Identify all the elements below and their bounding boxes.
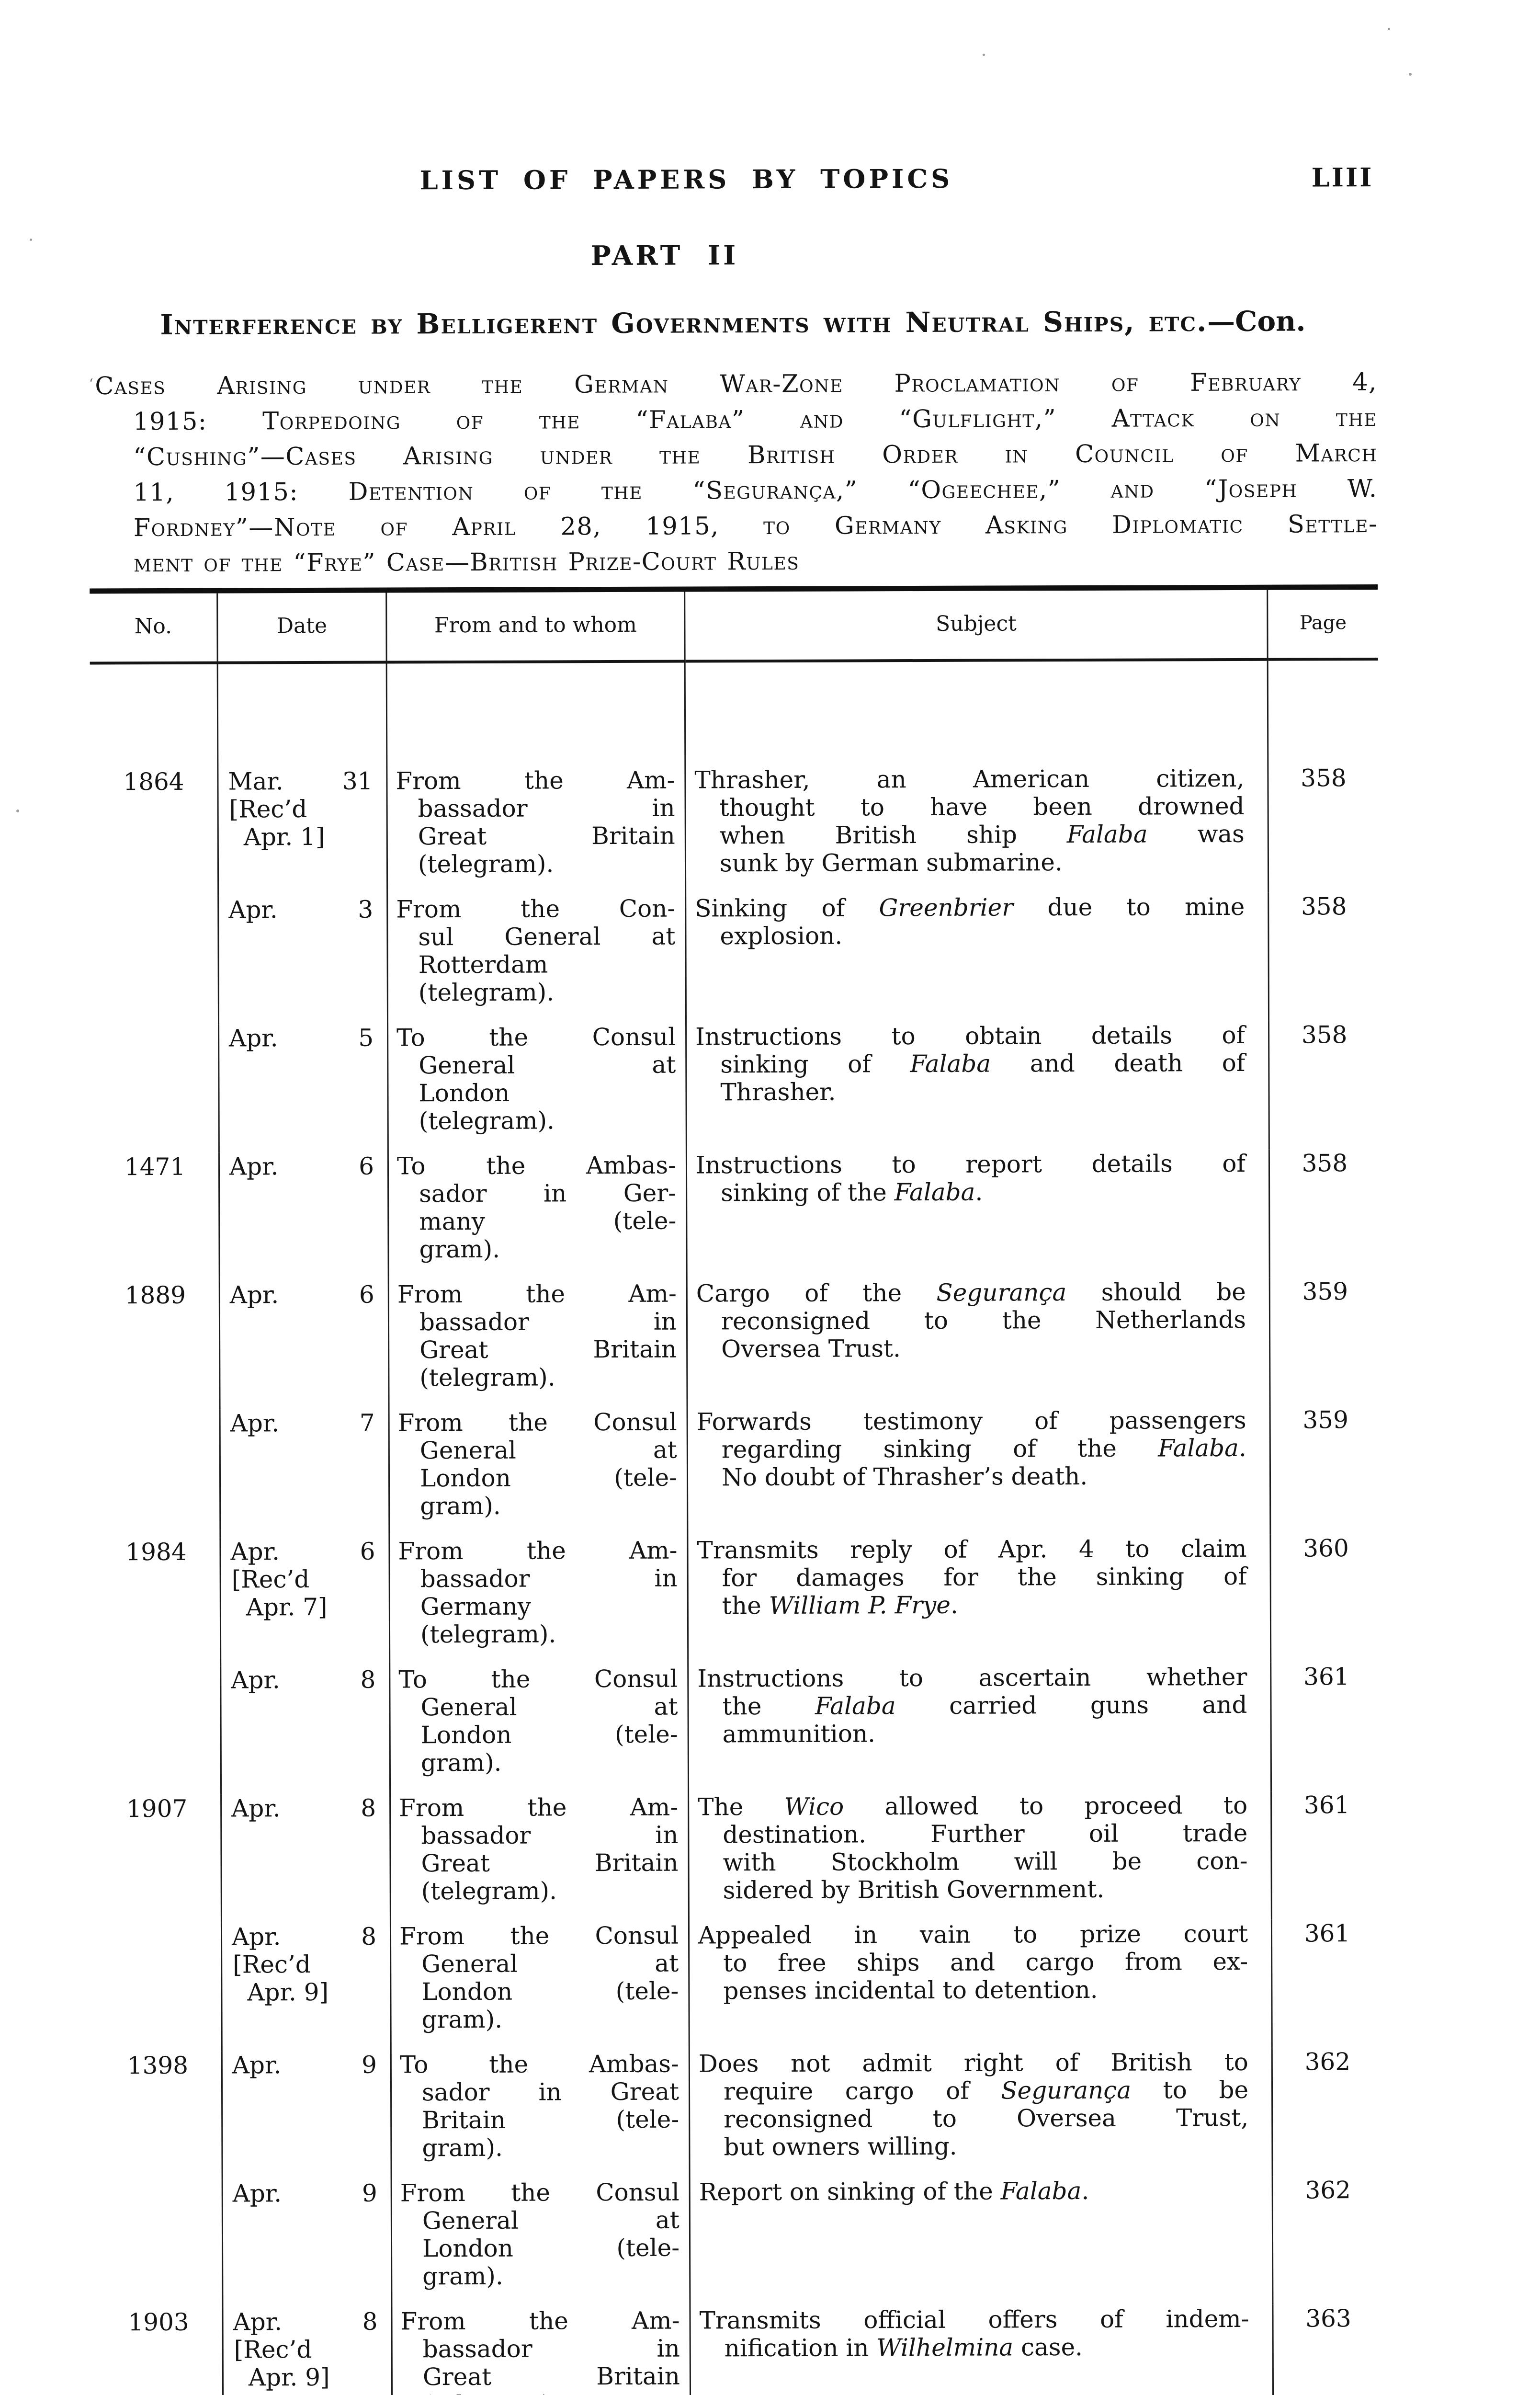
entry-subject: Cargo of the Segurança should be reconsig… bbox=[687, 1277, 1271, 1408]
scan-speck bbox=[983, 54, 985, 56]
entry-number: 1398 bbox=[94, 2051, 223, 2180]
entry-from: To the Consul General at London (tele-gram… bbox=[390, 1665, 690, 1794]
entry-date: Apr. 5 bbox=[219, 1024, 389, 1153]
topic-line: Fordney”—Note of April 28, 1915, to Germ… bbox=[133, 510, 1378, 542]
scan-speck bbox=[1409, 73, 1412, 76]
entry-page-number: 363 bbox=[1305, 2304, 1351, 2333]
scan-speck bbox=[30, 239, 32, 241]
entry-subject: Instructions to ascertain whether the Fal… bbox=[689, 1663, 1272, 1793]
entry-from: To the Consul General at London (telegram). bbox=[388, 1023, 687, 1152]
entry-number bbox=[92, 1409, 221, 1539]
entry-subject: Instructions to report details of sinking… bbox=[687, 1149, 1270, 1280]
entry-subject: Sinking of Greenbrier due to mine explosi… bbox=[686, 892, 1270, 1023]
entry-from: From the Consul General at London (tele-gr… bbox=[391, 1921, 690, 2051]
entry-number bbox=[91, 1024, 220, 1153]
entry-number: 1471 bbox=[91, 1152, 220, 1282]
entry-page-number: 358 bbox=[1302, 1149, 1348, 1177]
entry-date: Apr. 9 bbox=[223, 2179, 393, 2308]
topic-line: Cases Arising under the German War-Zone … bbox=[89, 362, 1377, 404]
entry-page-number: 359 bbox=[1302, 1405, 1348, 1434]
entry-date: Apr. 8 [Rec’d Apr. 9] bbox=[223, 2307, 393, 2395]
entry-page-number: 361 bbox=[1304, 1919, 1350, 1948]
topic-line: ment of the “Frye” Case—British Prize-Co… bbox=[133, 547, 800, 578]
column-header-no: No. bbox=[90, 593, 218, 665]
entry-from: From the Con-sul General at Rotterdam (tel… bbox=[388, 894, 687, 1024]
entry-date: Apr. 8 bbox=[221, 1665, 391, 1795]
entry-number bbox=[93, 1923, 223, 2052]
entry-date: Apr. 3 bbox=[219, 895, 389, 1025]
entry-page-number: 358 bbox=[1301, 892, 1347, 921]
entry-from: From the Am-bassador in Germany (telegram)… bbox=[390, 1536, 689, 1666]
entry-subject: Forwards testimony of passengers regardin… bbox=[688, 1406, 1271, 1537]
topic-line: 1915: Torpedoing of the “Falaba” and “Gu… bbox=[133, 403, 1378, 436]
entry-subject: Transmits official offers of indem-nific… bbox=[691, 2304, 1274, 2395]
entry-subject: Report on sinking of the Falaba. bbox=[690, 2176, 1274, 2307]
entry-date: Apr. 8 [Rec’d Apr. 9] bbox=[222, 1922, 392, 2052]
entry-page-number: 358 bbox=[1301, 764, 1347, 792]
topic-line: 11, 1915: Detention of the “Segurança,” … bbox=[133, 474, 1378, 507]
topic-line: “Cushing”—Cases Arising under the Britis… bbox=[133, 439, 1378, 471]
entry-number: 1889 bbox=[91, 1281, 221, 1410]
page-title: LIST OF PAPERS BY TOPICS bbox=[419, 163, 953, 196]
entry-number: 1984 bbox=[92, 1538, 222, 1667]
entry-subject: The Wico allowed to proceed to destinatio… bbox=[689, 1791, 1272, 1922]
column-header-date: Date bbox=[218, 593, 387, 664]
entry-number: 1903 bbox=[95, 2308, 224, 2395]
entry-date: Apr. 8 bbox=[222, 1794, 391, 1923]
folio-number: LIII bbox=[1311, 162, 1374, 193]
entry-date: Apr. 6 bbox=[219, 1152, 389, 1281]
topic-paragraph: Cases Arising under the German War-Zone … bbox=[89, 362, 1378, 582]
entry-date: Apr. 6 bbox=[220, 1280, 390, 1410]
entry-date: Mar. 31 [Rec’d Apr. 1] bbox=[218, 663, 388, 896]
entry-from: To the Ambas-sador in Ger-many (tele-gra… bbox=[388, 1151, 688, 1281]
section-heading: Interference by Belligerent Governments … bbox=[89, 305, 1377, 341]
entry-subject: Does not admit right of British to requir… bbox=[690, 2048, 1273, 2178]
entry-date: Apr. 7 bbox=[220, 1409, 390, 1538]
entry-number: 1864 bbox=[90, 664, 219, 897]
entry-page-number: 362 bbox=[1304, 2047, 1351, 2076]
entry-subject: Transmits reply of Apr. 4 to claim for da… bbox=[688, 1534, 1272, 1665]
entry-number bbox=[91, 896, 220, 1025]
entry-page-number: 361 bbox=[1303, 1662, 1349, 1691]
entry-page-number: 358 bbox=[1301, 1020, 1348, 1049]
section-continued-suffix: —Con. bbox=[1207, 305, 1306, 338]
column-header-from: From and to whom bbox=[387, 592, 686, 664]
column-header-page: Page bbox=[1268, 589, 1378, 661]
entry-page-number: 361 bbox=[1303, 1791, 1350, 1819]
entry-date: Apr. 9 bbox=[222, 2051, 392, 2180]
scan-speck bbox=[16, 810, 19, 812]
entry-from: From the Consul General at London (tele-gr… bbox=[389, 1408, 689, 1538]
entry-page-number: 360 bbox=[1303, 1534, 1349, 1562]
entry-number bbox=[94, 2179, 224, 2309]
part-heading: PART II bbox=[590, 240, 739, 272]
entry-page-number: 362 bbox=[1305, 2176, 1351, 2204]
papers-table: No. Date From and to whom Subject Page 1864 Ma… bbox=[90, 584, 1384, 2395]
entry-from: To the Ambas-sador in Great Britain (tele… bbox=[391, 2050, 691, 2179]
entry-number bbox=[93, 1666, 222, 1795]
scan-speck bbox=[1388, 28, 1390, 30]
running-head: LIST OF PAPERS BY TOPICS LIII bbox=[88, 162, 1376, 197]
entry-date: Apr. 6 [Rec’d Apr. 7] bbox=[221, 1537, 391, 1666]
entry-from: From the Consul General at London (tele-gr… bbox=[392, 2178, 691, 2308]
entry-subject: Appealed in vain to prize court to free s… bbox=[689, 1919, 1273, 2050]
entry-subject: Thrasher, an American citizen, thought to… bbox=[685, 661, 1269, 895]
entry-number: 1907 bbox=[93, 1794, 222, 1924]
column-header-subject: Subject bbox=[685, 590, 1268, 663]
section-title: Interference by Belligerent Governments … bbox=[160, 305, 1208, 341]
entry-subject: Instructions to obtain details of sinking… bbox=[687, 1021, 1270, 1152]
entry-page-number: 359 bbox=[1302, 1277, 1348, 1306]
